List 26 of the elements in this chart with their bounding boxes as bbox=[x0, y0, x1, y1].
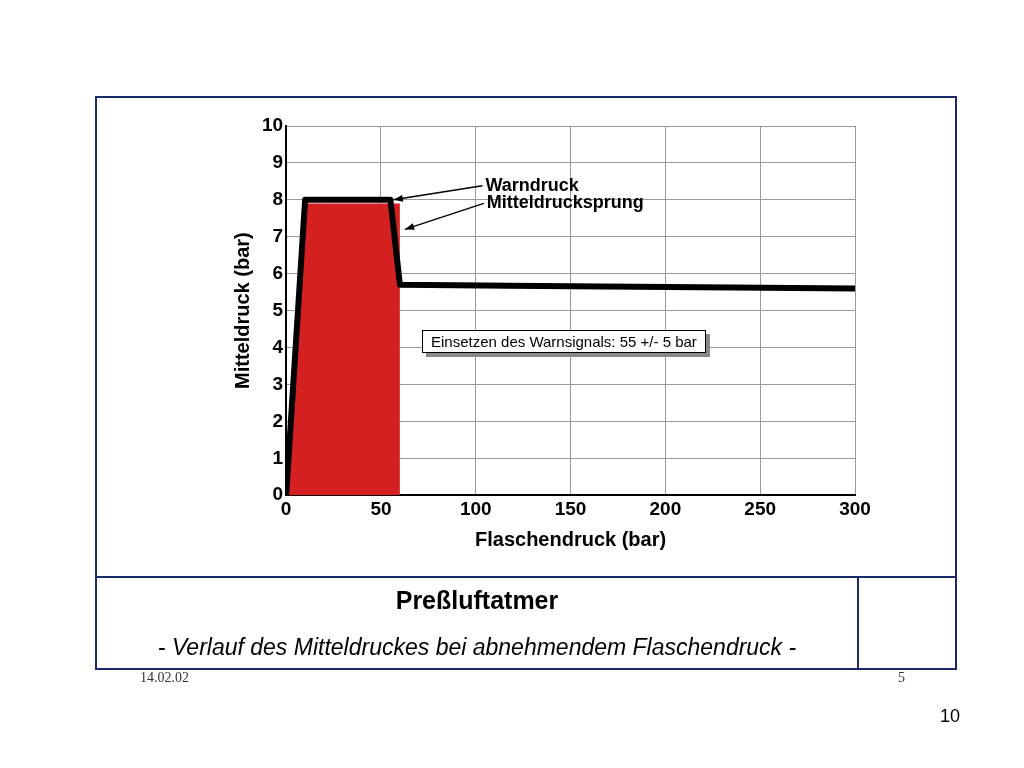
x-axis-title: Flaschendruck (bar) bbox=[474, 527, 667, 550]
y-tick-label: 7 bbox=[272, 224, 284, 246]
x-tick-label: 150 bbox=[554, 497, 587, 519]
y-tick-label: 1 bbox=[272, 446, 284, 468]
text: - Verlauf des Mitteldruckes bei abnehmendem Flaschendruck - bbox=[156, 634, 798, 661]
y-tick-label: 10 bbox=[261, 114, 284, 136]
y-tick-label: 9 bbox=[272, 151, 284, 173]
annotation: Einsetzen des Warnsignals: 55 +/- 5 bar bbox=[422, 330, 706, 353]
x-tick-label: 50 bbox=[370, 497, 392, 519]
x-tick-label: 200 bbox=[649, 497, 682, 519]
x-tick-label: 300 bbox=[839, 497, 871, 519]
y-tick-label: 3 bbox=[272, 372, 284, 394]
x-tick-label: 100 bbox=[459, 497, 492, 519]
text: 5 bbox=[898, 670, 905, 686]
y-tick-label: 8 bbox=[272, 188, 284, 210]
x-tick-label: 250 bbox=[744, 497, 777, 519]
text: 14.02.02 bbox=[140, 670, 189, 686]
y-tick-label: 4 bbox=[272, 335, 284, 357]
annotation: Mitteldrucksprung bbox=[486, 192, 644, 213]
annotation: Warndruck bbox=[485, 174, 580, 195]
y-tick-label: 6 bbox=[272, 261, 284, 283]
y-tick-label: 2 bbox=[272, 409, 284, 431]
y-axis-title: Mitteldruck (bar) bbox=[230, 232, 253, 389]
y-tick-label: 5 bbox=[272, 298, 284, 320]
text: 10 bbox=[940, 706, 961, 727]
text: Preßluftatmer bbox=[394, 586, 560, 615]
